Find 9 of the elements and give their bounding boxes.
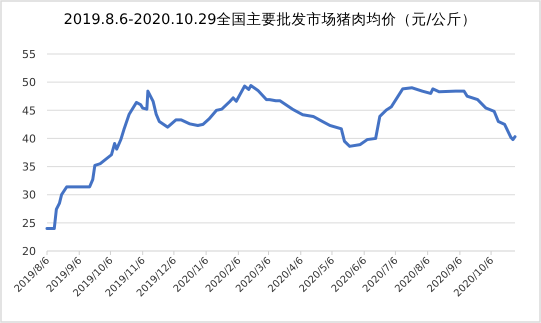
y-tick-label: 20: [22, 245, 36, 258]
chart-title: 2019.8.6-2020.10.29全国主要批发市场猪肉均价（元/公斤）: [64, 11, 476, 28]
y-tick-label: 55: [22, 48, 36, 61]
y-tick-label: 25: [22, 216, 36, 230]
y-tick-label: 30: [22, 188, 36, 202]
y-tick-label: 40: [22, 132, 36, 146]
y-tick-label: 35: [22, 160, 36, 174]
y-tick-label: 45: [22, 104, 36, 118]
y-tick-label: 50: [22, 76, 36, 90]
